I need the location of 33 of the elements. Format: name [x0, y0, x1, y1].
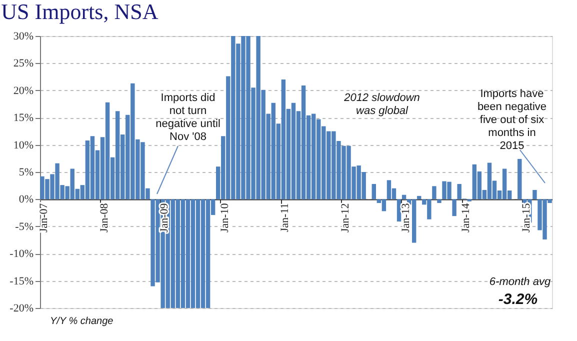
x-tick-label: Jan-15	[520, 202, 532, 233]
chart-title: US Imports, NSA	[1, 0, 158, 24]
x-tick-label: Jan-13	[400, 202, 412, 233]
y-tick-label: -10%	[10, 248, 34, 260]
bar	[432, 186, 436, 200]
annotation: Imports did not turn negative until Nov '08	[156, 92, 220, 143]
annotation: 2012 slowdown was global	[343, 92, 420, 117]
x-tick-label: Jan-09	[158, 202, 171, 233]
y-tick-label: 10%	[13, 139, 34, 152]
bar	[532, 190, 537, 200]
text: Y/Y % change	[50, 316, 114, 327]
bar	[518, 158, 522, 200]
x-tick-label: Jan-11	[279, 203, 292, 232]
annotation: Imports have been negative five out of six months in 2015	[477, 88, 547, 152]
y-tick-label: 20%	[13, 84, 34, 97]
annotation: -3.2%	[498, 291, 538, 308]
y-tick-label: -5%	[15, 220, 34, 233]
y-tick-label: -15%	[10, 275, 34, 288]
x-tick-label: Jan-08	[98, 202, 110, 233]
y-tick-label: 5%	[18, 166, 34, 178]
x-tick-label: Jan-10	[218, 202, 231, 233]
x-tick-label: Jan-07	[38, 202, 50, 233]
y-tick-label: 0%	[18, 194, 34, 206]
y-tick-label: 25%	[13, 58, 34, 70]
y-tick-label: -20%	[10, 302, 34, 314]
bar	[437, 199, 442, 204]
bar	[452, 199, 456, 216]
x-tick-label: Jan-12	[340, 203, 352, 233]
y-tick-label: 30%	[13, 30, 34, 42]
y-tick-label: 15%	[13, 112, 34, 124]
annotation: 6-month avg	[489, 276, 552, 288]
bar	[372, 184, 376, 200]
x-tick-label: Jan-14	[460, 202, 472, 233]
